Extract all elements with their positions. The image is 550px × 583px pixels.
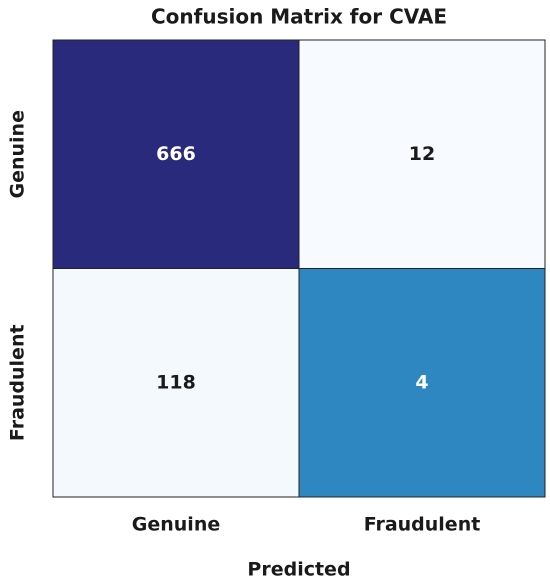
cell-label: 666 [156, 143, 196, 165]
x-tick-label: Fraudulent [364, 514, 481, 536]
cell-label: 118 [156, 371, 196, 393]
cell-label: 12 [409, 143, 435, 165]
heatmap-cell [298, 39, 546, 269]
y-tick-label: Genuine [7, 110, 29, 198]
heatmap-cell [52, 268, 300, 498]
plot-border [52, 39, 546, 498]
chart-title: Confusion Matrix for CVAE [151, 5, 447, 29]
cell-label: 4 [415, 371, 428, 393]
x-tick-label: Genuine [132, 514, 220, 536]
heatmap-cell [298, 268, 546, 498]
y-tick-label: Fraudulent [7, 324, 29, 441]
x-axis-label: Predicted [247, 559, 350, 581]
heatmap-cell [52, 39, 300, 269]
